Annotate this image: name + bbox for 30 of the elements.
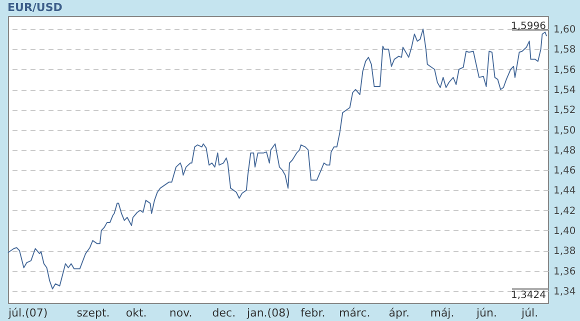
x-tick-label: márc. bbox=[338, 306, 370, 320]
annotation: 1,3424 bbox=[511, 290, 546, 301]
y-tick-label: 1,56 bbox=[554, 64, 576, 76]
y-tick-label: 1,58 bbox=[554, 44, 576, 56]
y-tick-label: 1,44 bbox=[554, 186, 576, 197]
x-tick-label: júl. bbox=[520, 306, 538, 320]
x-tick-label: júl.(07) bbox=[8, 306, 48, 320]
y-tick-label: 1,46 bbox=[554, 166, 576, 177]
y-tick-label: 1,36 bbox=[554, 266, 576, 278]
x-tick-label: jan.(08) bbox=[246, 306, 290, 320]
annotation: 1,5996 bbox=[511, 21, 546, 32]
y-tick-label: 1,38 bbox=[554, 246, 576, 258]
x-tick-label: máj. bbox=[430, 306, 454, 320]
y-tick-label: 1,50 bbox=[554, 125, 576, 136]
x-tick-label: ápr. bbox=[388, 306, 410, 320]
y-tick-label: 1,52 bbox=[554, 105, 576, 116]
line-series bbox=[8, 28, 548, 290]
y-tick-label: 1,54 bbox=[554, 85, 576, 96]
x-tick-label: febr. bbox=[300, 306, 326, 320]
x-tick-label: okt. bbox=[126, 306, 147, 320]
y-tick-label: 1,42 bbox=[554, 206, 576, 217]
y-tick-label: 1,48 bbox=[554, 145, 576, 156]
y-tick-label: 1,40 bbox=[554, 226, 576, 237]
x-tick-label: jún. bbox=[475, 306, 497, 320]
x-tick-label: nov. bbox=[169, 306, 192, 320]
chart-title: EUR/USD bbox=[8, 1, 62, 14]
x-tick-label: szept. bbox=[76, 306, 110, 320]
y-tick-label: 1,34 bbox=[554, 286, 576, 298]
x-tick-label: dec. bbox=[212, 306, 236, 320]
y-tick-label: 1,60 bbox=[554, 24, 576, 36]
